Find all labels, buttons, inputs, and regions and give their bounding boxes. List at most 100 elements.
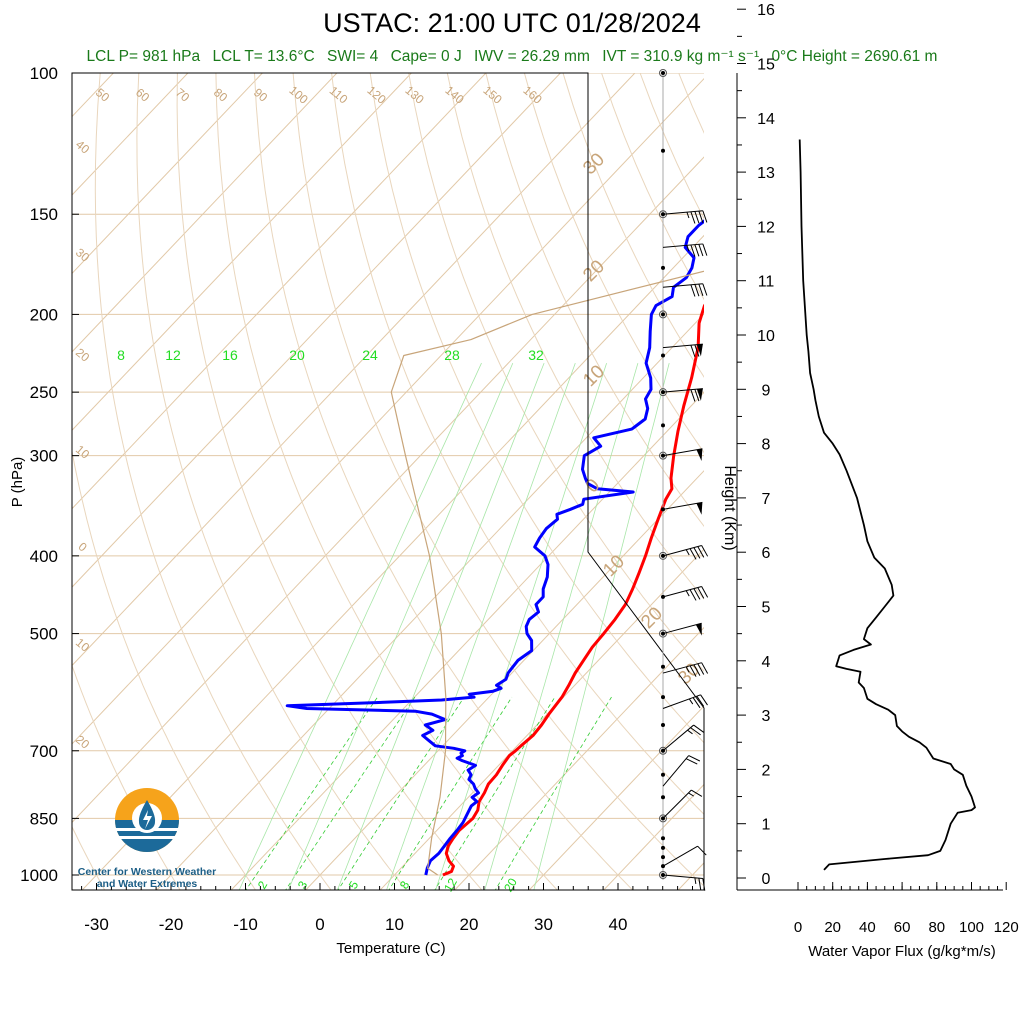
series-dewpoint xyxy=(285,219,704,876)
dry-adiabat-label: 60 xyxy=(133,85,152,105)
wind-barb xyxy=(662,501,703,515)
flux-tick-label: 120 xyxy=(994,919,1019,936)
wind-barb-staff xyxy=(662,448,703,457)
isotherm xyxy=(677,862,704,890)
dry-adiabat-label: 90 xyxy=(251,85,270,105)
isotherm xyxy=(751,36,1024,892)
moist-adiabat xyxy=(336,362,545,890)
flux-axis-title: Water Vapor Flux (g/kg*m/s) xyxy=(808,943,996,960)
wind-barb-full xyxy=(694,344,700,357)
dry-adiabat xyxy=(369,73,704,744)
isotherm xyxy=(379,548,704,890)
dry-adiabat-label: 20 xyxy=(73,732,92,752)
mixing-ratio-label: 24 xyxy=(362,347,378,363)
isotherm xyxy=(603,783,704,890)
pressure-tick-label: 300 xyxy=(30,447,58,466)
flux-tick-label: 60 xyxy=(894,919,911,936)
isotherm xyxy=(72,73,338,353)
dry-adiabat xyxy=(852,36,1024,892)
wind-barb-full xyxy=(689,589,697,601)
wind-barb-full xyxy=(694,389,700,402)
wind-barb-half xyxy=(687,729,693,735)
height-tick-label: 1 xyxy=(762,817,771,834)
wind-barb-full xyxy=(698,210,704,223)
height-tick-label: 6 xyxy=(762,545,771,562)
height-tick-label: 0 xyxy=(762,871,771,888)
wind-level-ring xyxy=(659,746,667,755)
dry-adiabat-label: 10 xyxy=(73,442,92,462)
height-tick-label: 4 xyxy=(762,654,771,671)
temperature-tick-label: 0 xyxy=(315,915,324,934)
mixing-ratio-label: 12 xyxy=(165,347,181,363)
wind-barb-full xyxy=(690,727,701,736)
dry-adiabat-label: 110 xyxy=(327,83,351,106)
wind-barb-full xyxy=(696,695,705,707)
mixing-ratio-label: 32 xyxy=(528,347,544,363)
wind-barb-full xyxy=(691,789,703,797)
dry-adiabat-label: 30 xyxy=(73,245,92,265)
wind-barb xyxy=(662,448,703,462)
moist-adiabat xyxy=(533,363,670,890)
mixing-ratio-line xyxy=(388,696,513,890)
dry-adiabat-label: 80 xyxy=(211,85,230,105)
isotherm xyxy=(72,156,704,824)
wind-barb-full xyxy=(689,548,697,560)
isotherm xyxy=(305,470,704,890)
dry-adiabat xyxy=(94,73,332,890)
moist-adiabat xyxy=(238,362,482,890)
mixing-ratio-label: 5 xyxy=(346,878,362,891)
iwv-value: IWV = 26.29 mm xyxy=(474,48,590,65)
wind-barb-full xyxy=(700,694,708,706)
wind-barb-staff xyxy=(662,343,703,349)
wind-level-dot xyxy=(661,265,665,270)
mixing-ratio-line xyxy=(285,696,416,890)
wind-barb-full xyxy=(701,662,709,674)
wind-barb xyxy=(662,545,709,560)
temperature-tick-label: 30 xyxy=(534,915,553,934)
pressure-tick-label: 200 xyxy=(30,305,58,324)
wind-level-dot xyxy=(661,353,665,358)
temperature-tick-label: -30 xyxy=(84,915,109,934)
dry-adiabat xyxy=(176,73,483,890)
mixing-ratio-label: 20 xyxy=(501,875,520,894)
wind-barb-staff xyxy=(662,586,702,598)
wind-barb-full xyxy=(685,758,698,765)
wind-barb-flag xyxy=(695,623,702,636)
wind-barb xyxy=(662,724,704,752)
temperature-axis-title: Temperature (C) xyxy=(336,940,445,957)
mixing-ratio-label: 28 xyxy=(444,347,460,363)
wind-barb-flag xyxy=(696,344,703,357)
dry-adiabat-label: 120 xyxy=(364,83,389,107)
wind-barb-full xyxy=(694,284,700,297)
wind-barb-staff xyxy=(662,789,692,819)
isotherm xyxy=(72,73,487,510)
dry-adiabat-label: 140 xyxy=(442,83,467,107)
wind-barb xyxy=(662,388,703,402)
height-axis-title: Height (Km) xyxy=(721,465,738,550)
dry-adiabat xyxy=(639,73,704,220)
wind-barb xyxy=(662,586,709,601)
cw3e-logo xyxy=(115,788,179,852)
wind-level-ring xyxy=(659,551,667,560)
mixing-ratio-line xyxy=(434,696,556,890)
wind-level-ring xyxy=(659,629,667,638)
wind-barb-full xyxy=(697,587,705,599)
wind-barb-full xyxy=(702,283,708,296)
dry-adiabat xyxy=(72,448,257,890)
wind-barb-half xyxy=(688,698,694,705)
sounding-parameters: LCL P= 981 hPa LCL T= 13.6°C SWI= 4 Cape… xyxy=(0,47,1024,66)
mixing-ratio-label: 8 xyxy=(117,347,125,363)
wind-level-dot xyxy=(661,71,665,75)
wind-scale-label: 30 xyxy=(579,149,609,179)
freezing-height: 0°C Height = 2690.61 m xyxy=(771,48,938,65)
pressure-tick-label: 150 xyxy=(30,205,58,224)
pressure-tick-label: 400 xyxy=(30,547,58,566)
flux-tick-label: 20 xyxy=(824,919,841,936)
wind-barb-full xyxy=(698,244,704,257)
swi-value: SWI= 4 xyxy=(327,48,379,65)
pressure-tick-label: 250 xyxy=(30,383,58,402)
wind-barb-full xyxy=(701,545,709,557)
wind-barb-half xyxy=(686,211,690,219)
series-temperature xyxy=(442,303,704,877)
